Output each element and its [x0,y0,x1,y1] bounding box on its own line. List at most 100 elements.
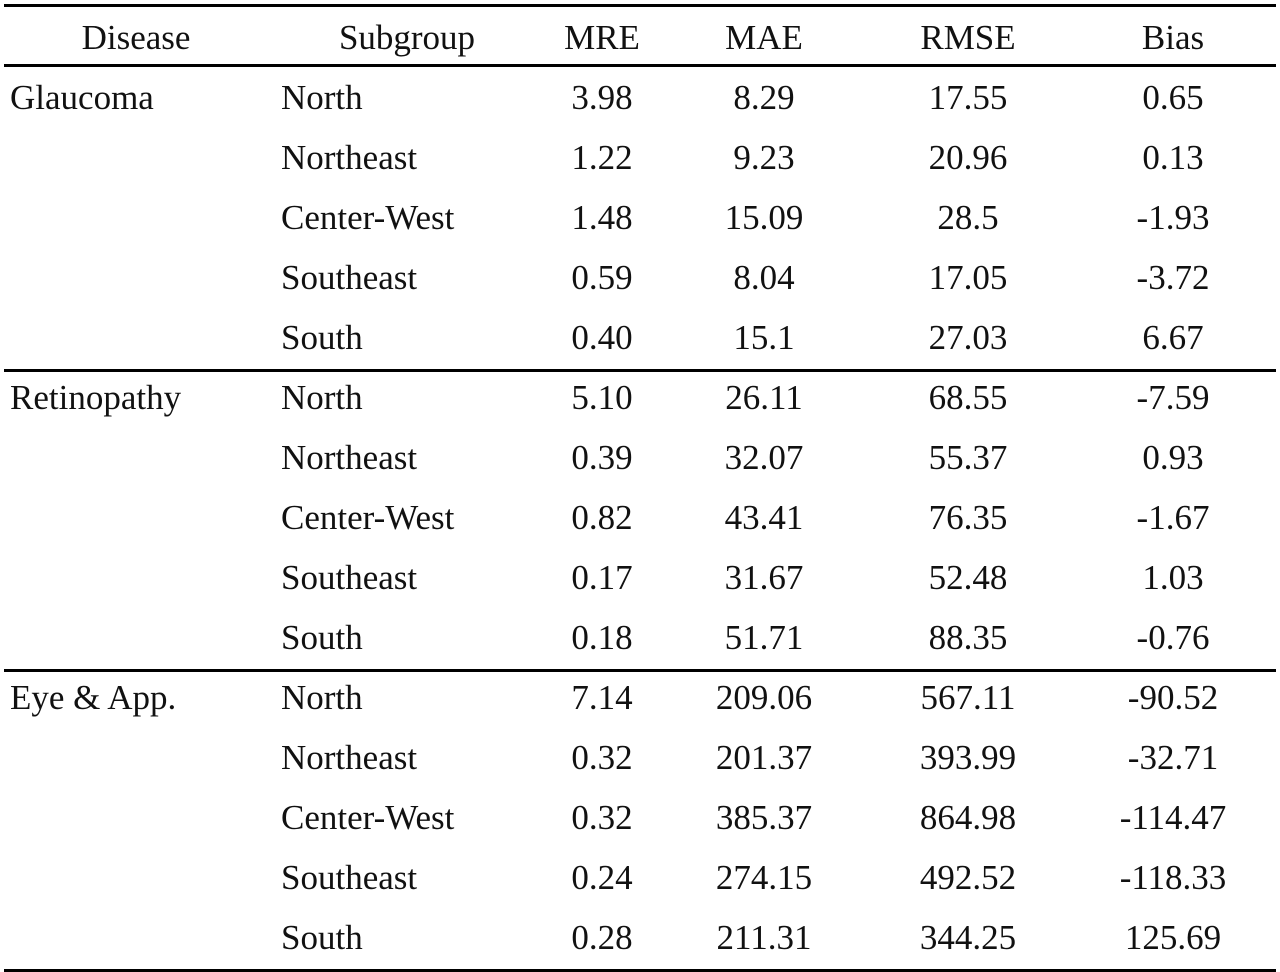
rmse-cell: 52.48 [928,558,1008,597]
mre-cell: 0.28 [571,918,633,957]
rmse-cell: 55.37 [928,438,1008,477]
table-row: Center-West 1.48 15.09 28.5 -1.93 [0,188,1280,248]
rmse-cell: 68.55 [928,378,1008,417]
header-mae: MAE [725,18,803,57]
bias-cell: -7.59 [1136,378,1210,417]
mre-cell: 3.98 [571,78,633,117]
subgroup-cell: South [281,918,363,957]
bias-cell: 125.69 [1124,918,1222,957]
subgroup-cell: Southeast [281,858,418,897]
table-row: Eye & App. North 7.14 209.06 567.11 -90.52 [0,668,1280,728]
subgroup-cell: Southeast [281,258,418,297]
mre-cell: 0.32 [571,738,633,777]
mae-cell: 201.37 [715,738,813,777]
rmse-cell: 864.98 [919,798,1017,837]
mre-cell: 0.40 [571,318,633,357]
bias-cell: 1.03 [1142,558,1204,597]
mae-cell: 211.31 [716,918,812,957]
table-row: Southeast 0.24 274.15 492.52 -118.33 [0,848,1280,908]
top-rule [4,4,1276,7]
disease-cell: Glaucoma [10,78,154,117]
mre-cell: 5.10 [571,378,633,417]
mae-cell: 209.06 [715,678,813,717]
bias-cell: -0.76 [1136,618,1210,657]
bias-cell: 0.93 [1142,438,1204,477]
rmse-cell: 567.11 [920,678,1016,717]
disease-cell: Retinopathy [10,378,182,417]
mae-cell: 15.09 [724,198,804,237]
table-row: Retinopathy North 5.10 26.11 68.55 -7.59 [0,368,1280,428]
subgroup-cell: Northeast [281,138,418,177]
subgroup-cell: South [281,618,363,657]
bias-cell: 6.67 [1142,318,1204,357]
rmse-cell: 492.52 [919,858,1017,897]
rmse-cell: 28.5 [937,198,999,237]
subgroup-cell: South [281,318,363,357]
group-separator-rule [4,669,1276,672]
rmse-cell: 76.35 [928,498,1008,537]
table-row: Center-West 0.82 43.41 76.35 -1.67 [0,488,1280,548]
mae-cell: 8.04 [733,258,795,297]
mre-cell: 0.39 [571,438,633,477]
mae-cell: 26.11 [725,378,803,417]
mre-cell: 1.22 [571,138,633,177]
rmse-cell: 17.55 [928,78,1008,117]
subgroup-cell: North [281,78,363,117]
table-row: South 0.40 15.1 27.03 6.67 [0,308,1280,368]
header-rule [4,64,1276,67]
mae-cell: 9.23 [733,138,795,177]
mre-cell: 0.59 [571,258,633,297]
bias-cell: -32.71 [1127,738,1219,777]
table-row: Center-West 0.32 385.37 864.98 -114.47 [0,788,1280,848]
mae-cell: 31.67 [724,558,804,597]
rmse-cell: 344.25 [919,918,1017,957]
mae-cell: 274.15 [715,858,813,897]
table-row: South 0.28 211.31 344.25 125.69 [0,908,1280,968]
bias-cell: -1.67 [1136,498,1210,537]
bias-cell: -114.47 [1119,798,1227,837]
subgroup-cell: Center-West [281,198,455,237]
table-row: Southeast 0.17 31.67 52.48 1.03 [0,548,1280,608]
bias-cell: 0.65 [1142,78,1204,117]
mre-cell: 0.24 [571,858,633,897]
subgroup-cell: North [281,678,363,717]
mae-cell: 15.1 [733,318,795,357]
mae-cell: 51.71 [724,618,804,657]
bias-cell: 0.13 [1142,138,1204,177]
rmse-cell: 88.35 [928,618,1008,657]
disease-cell: Eye & App. [10,678,177,717]
table-row: Northeast 1.22 9.23 20.96 0.13 [0,128,1280,188]
rmse-cell: 17.05 [928,258,1008,297]
header-disease: Disease [81,18,191,57]
mre-cell: 0.17 [571,558,633,597]
mre-cell: 0.32 [571,798,633,837]
subgroup-cell: North [281,378,363,417]
mae-cell: 8.29 [733,78,795,117]
mae-cell: 32.07 [724,438,804,477]
rmse-cell: 27.03 [928,318,1008,357]
table-row: Glaucoma North 3.98 8.29 17.55 0.65 [0,68,1280,128]
bias-cell: -3.72 [1136,258,1210,297]
header-row: Disease Subgroup MRE MAE RMSE Bias [0,8,1280,68]
rmse-cell: 393.99 [919,738,1017,777]
mre-cell: 0.82 [571,498,633,537]
table-row: Southeast 0.59 8.04 17.05 -3.72 [0,248,1280,308]
group-separator-rule [4,369,1276,372]
mae-cell: 43.41 [724,498,804,537]
header-mre: MRE [564,18,640,57]
subgroup-cell: Center-West [281,498,455,537]
rmse-cell: 20.96 [928,138,1008,177]
table-row: Northeast 0.32 201.37 393.99 -32.71 [0,728,1280,788]
subgroup-cell: Northeast [281,438,418,477]
header-subgroup: Subgroup [338,18,476,57]
header-rmse: RMSE [920,18,1016,57]
subgroup-cell: Southeast [281,558,418,597]
subgroup-cell: Northeast [281,738,418,777]
mae-cell: 385.37 [715,798,813,837]
header-bias: Bias [1141,18,1205,57]
subgroup-cell: Center-West [281,798,455,837]
bias-cell: -1.93 [1136,198,1210,237]
mre-cell: 1.48 [571,198,633,237]
bias-cell: -118.33 [1119,858,1227,897]
table-row: Northeast 0.39 32.07 55.37 0.93 [0,428,1280,488]
